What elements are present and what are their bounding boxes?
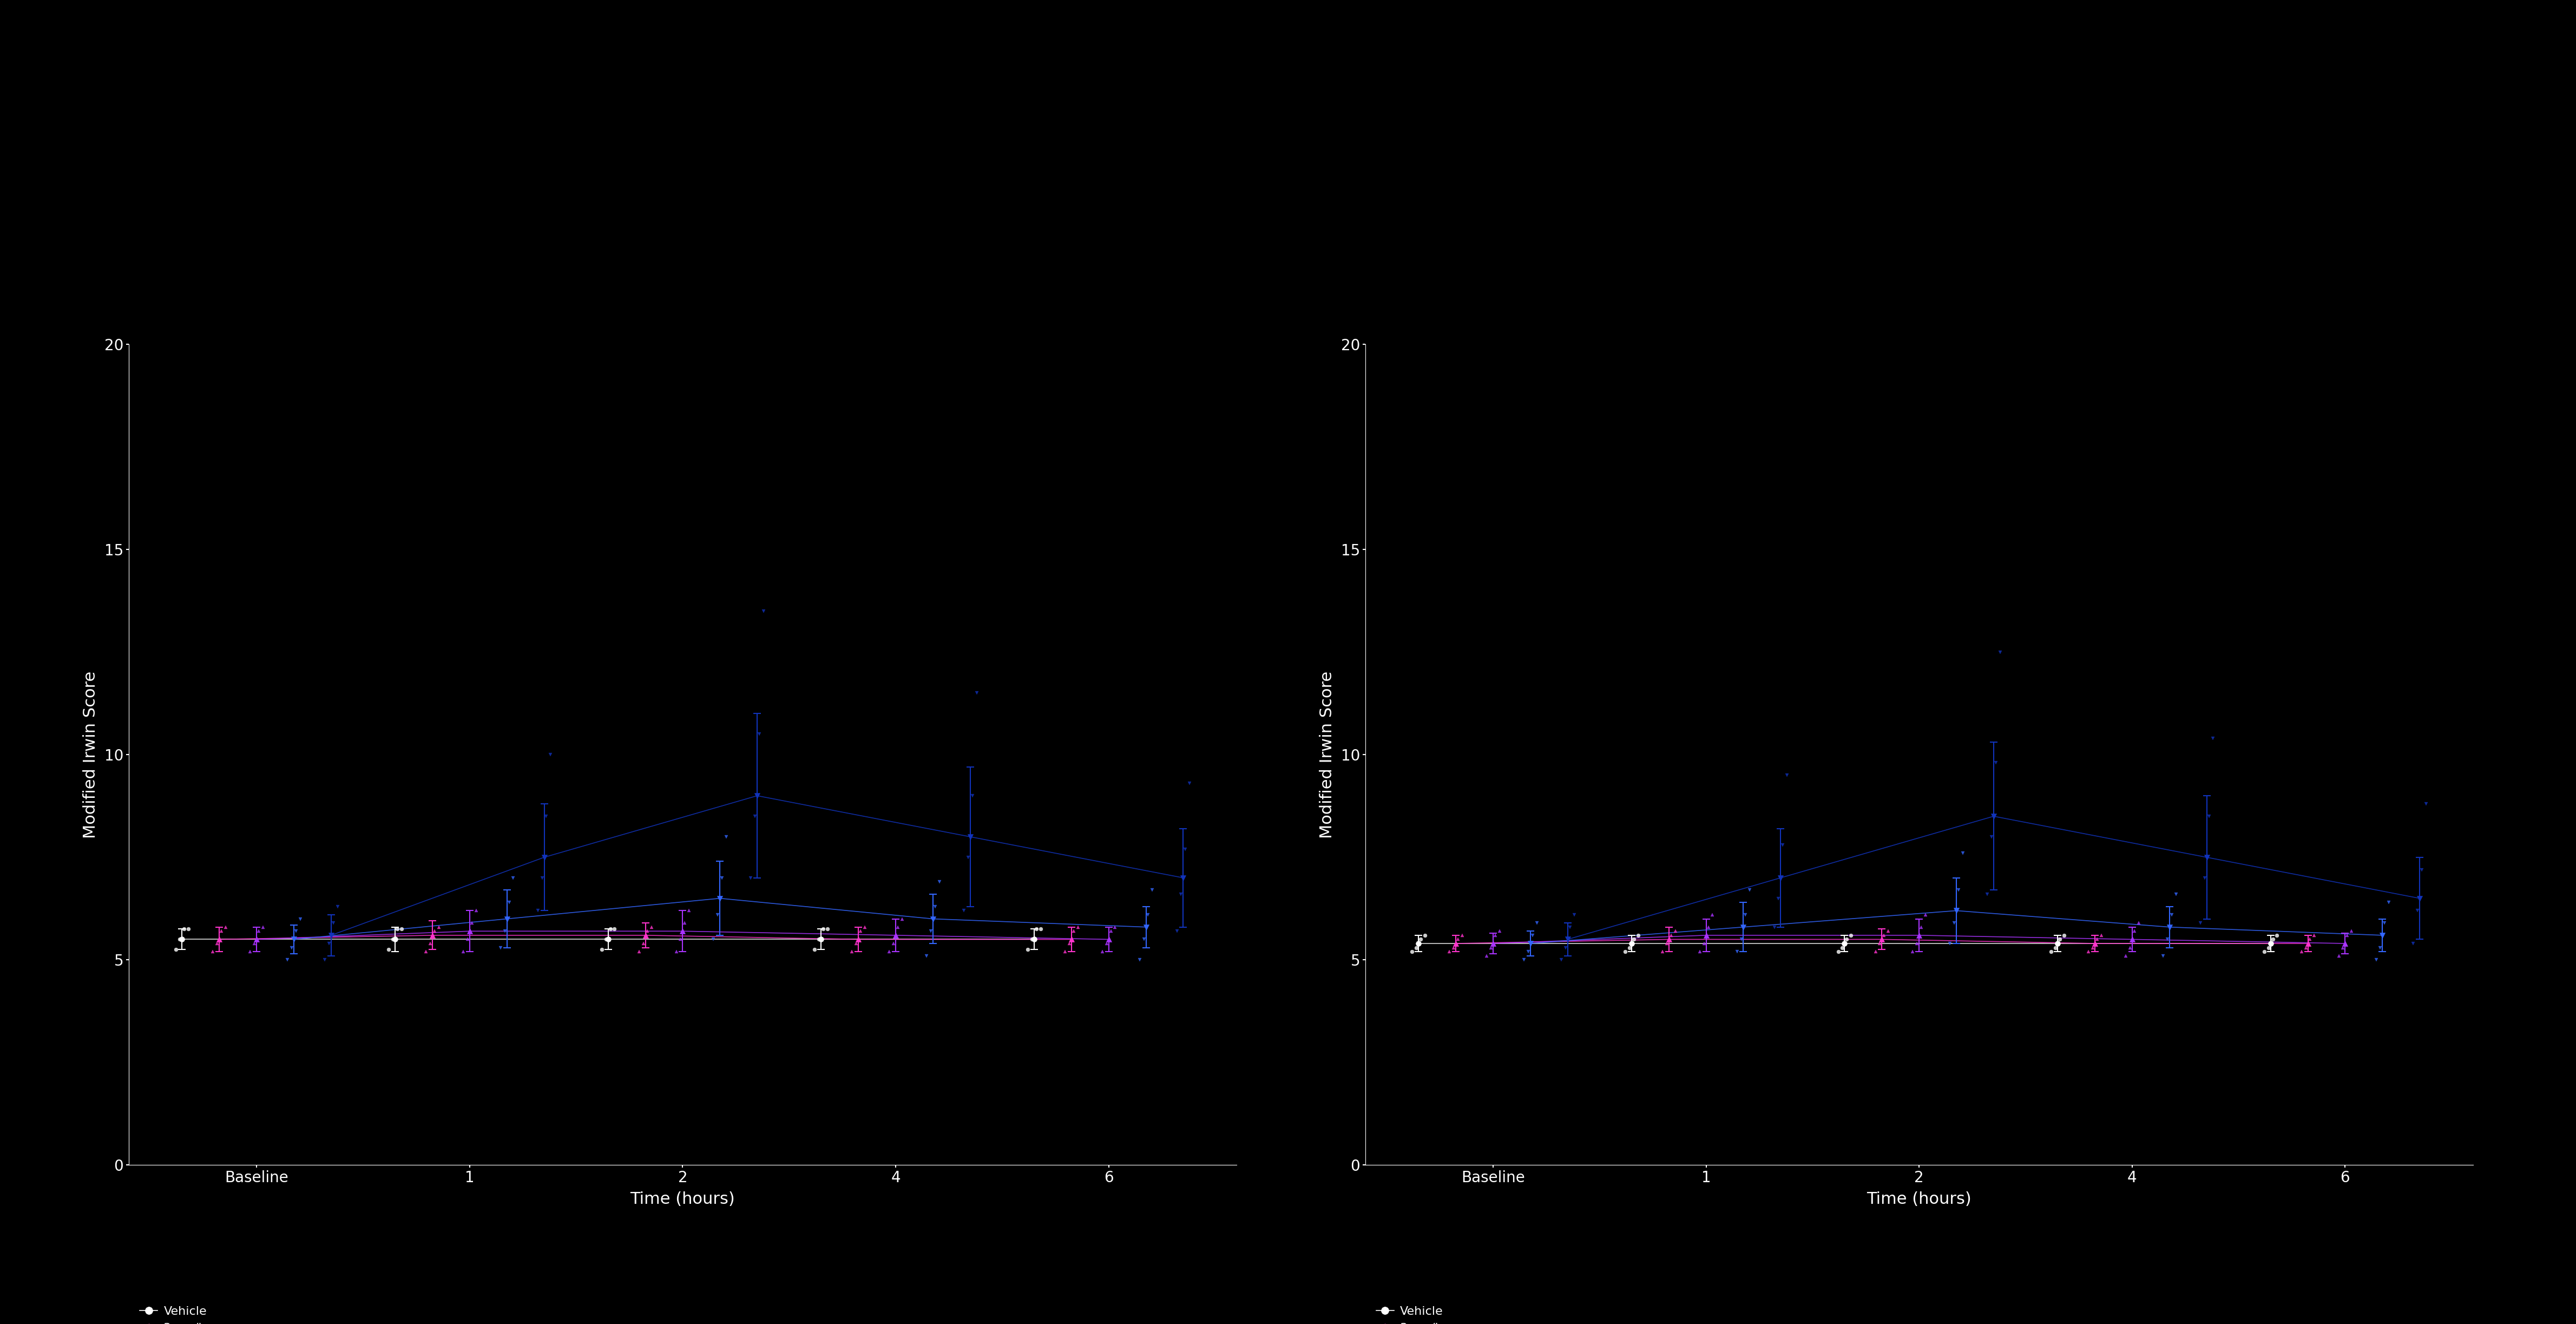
X-axis label: Time (hours): Time (hours)	[1868, 1192, 1971, 1207]
Y-axis label: Modified Irwin Score: Modified Irwin Score	[82, 671, 98, 838]
Legend: Vehicle, 3 mg/kg, 10 mg/kg, 30 mg/kg, 100 mg/kg: Vehicle, 3 mg/kg, 10 mg/kg, 30 mg/kg, 10…	[1370, 1301, 1471, 1324]
X-axis label: Time (hours): Time (hours)	[631, 1192, 734, 1207]
Y-axis label: Modified Irwin Score: Modified Irwin Score	[1319, 671, 1334, 838]
Legend: Vehicle, 3 mg/kg, 10 mg/kg, 30 mg/kg, 100 mg/kg: Vehicle, 3 mg/kg, 10 mg/kg, 30 mg/kg, 10…	[134, 1301, 234, 1324]
